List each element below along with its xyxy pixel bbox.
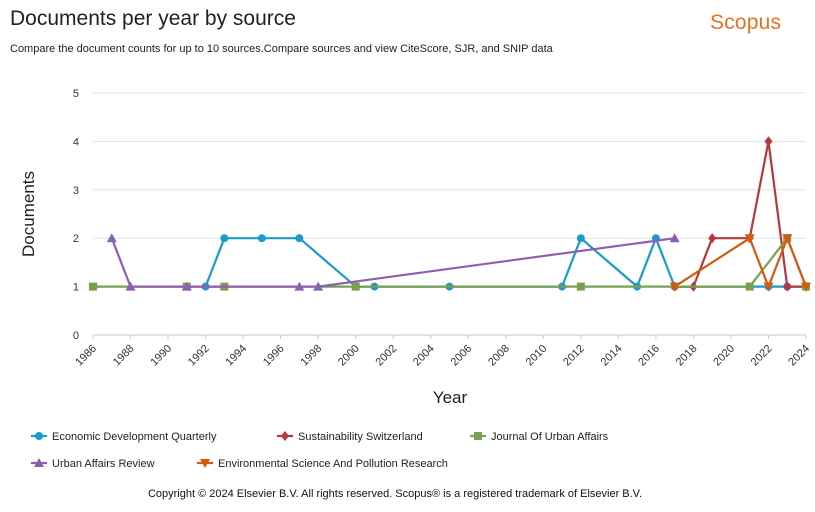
data-point — [669, 282, 680, 292]
data-point — [313, 281, 324, 291]
legend-marker — [200, 459, 210, 468]
series-line — [674, 140, 806, 288]
y-axis-title: Documents — [19, 171, 38, 257]
x-tick-label: 2008 — [486, 343, 512, 369]
data-point — [220, 234, 229, 243]
data-point — [125, 281, 136, 291]
legend-marker — [35, 432, 43, 440]
data-point — [801, 282, 811, 292]
series-line — [93, 237, 808, 288]
series-2 — [670, 136, 810, 292]
x-tick-label: 2018 — [674, 343, 700, 369]
y-tick-label: 0 — [73, 330, 79, 342]
legend-item: Economic Development Quarterly — [31, 431, 217, 443]
x-tick-label: 1994 — [223, 343, 249, 369]
legend-label: Environmental Science And Pollution Rese… — [218, 458, 448, 470]
x-tick-label: 2012 — [561, 343, 587, 369]
data-point — [351, 282, 360, 291]
legend-item: Sustainability Switzerland — [277, 431, 423, 443]
legend-item: Urban Affairs Review — [31, 458, 155, 470]
data-point — [782, 234, 793, 244]
series-5 — [669, 234, 811, 292]
copyright-notice: Copyright © 2024 Elsevier B.V. All right… — [147, 488, 643, 500]
x-tick-label: 2014 — [599, 343, 625, 369]
data-point — [745, 282, 754, 291]
series-1 — [201, 234, 810, 291]
data-point — [106, 233, 117, 243]
x-tick-label: 2022 — [749, 343, 775, 369]
grid-lines — [93, 92, 806, 336]
y-tick-label: 3 — [73, 185, 79, 197]
scopus-logo[interactable]: Scopus — [710, 11, 782, 34]
x-tick-label: 1986 — [73, 343, 99, 369]
y-tick-label: 4 — [73, 136, 79, 148]
x-tick-label: 2024 — [786, 343, 812, 369]
x-tick-label: 2016 — [636, 343, 662, 369]
axes: 0 1 2 3 4 5 1986 1988 1990 1992 1994 1996 1998 2000 20… — [19, 88, 812, 407]
data-point — [294, 281, 305, 291]
legend-label: Journal Of Urban Affairs — [491, 431, 609, 443]
x-tick-label: 2010 — [524, 343, 550, 369]
data-point — [708, 233, 717, 244]
data-point — [576, 282, 585, 291]
data-point — [783, 281, 792, 292]
data-point — [576, 234, 585, 243]
data-point — [89, 282, 97, 291]
x-tick-label: 2002 — [374, 343, 400, 369]
legend-marker — [474, 432, 482, 440]
legend-item: Environmental Science And Pollution Rese… — [197, 458, 448, 470]
data-point — [669, 233, 680, 243]
data-point — [257, 234, 266, 243]
series-4 — [106, 233, 680, 291]
x-tick-label: 1990 — [148, 343, 174, 369]
series-lines — [89, 136, 811, 292]
line-chart: 0 1 2 3 4 5 1986 1988 1990 1992 1994 1996 1998 2000 20… — [19, 88, 812, 470]
x-tick-label: 1988 — [111, 343, 137, 369]
x-tick-label: 1996 — [261, 343, 287, 369]
data-point — [764, 136, 773, 147]
legend-marker — [281, 431, 289, 441]
legend: Economic Development Quarterly Sustainabi… — [31, 431, 609, 470]
y-tick-label: 1 — [73, 282, 79, 294]
x-tick-label: 2000 — [336, 343, 362, 369]
data-point — [744, 234, 755, 244]
data-point — [763, 282, 774, 292]
x-tick-label: 1998 — [298, 343, 324, 369]
series-line — [204, 237, 806, 288]
chart-title: Documents per year by source — [10, 7, 296, 30]
legend-item: Journal Of Urban Affairs — [470, 431, 609, 443]
x-tick-label: 1992 — [186, 343, 212, 369]
data-point — [295, 234, 304, 243]
legend-label: Sustainability Switzerland — [298, 431, 423, 443]
x-tick-label: 2004 — [411, 343, 437, 369]
legend-marker — [34, 458, 44, 467]
x-axis-title: Year — [433, 388, 468, 407]
y-tick-label: 5 — [73, 88, 79, 100]
chart-subtitle: Compare the document counts for up to 10… — [10, 43, 553, 55]
x-tick-label: 2006 — [449, 343, 475, 369]
series-line — [110, 237, 675, 288]
legend-label: Economic Development Quarterly — [52, 431, 217, 443]
y-tick-label: 2 — [73, 233, 79, 245]
data-point — [181, 281, 192, 291]
x-tick-label: 2020 — [711, 343, 737, 369]
legend-label: Urban Affairs Review — [52, 458, 155, 470]
